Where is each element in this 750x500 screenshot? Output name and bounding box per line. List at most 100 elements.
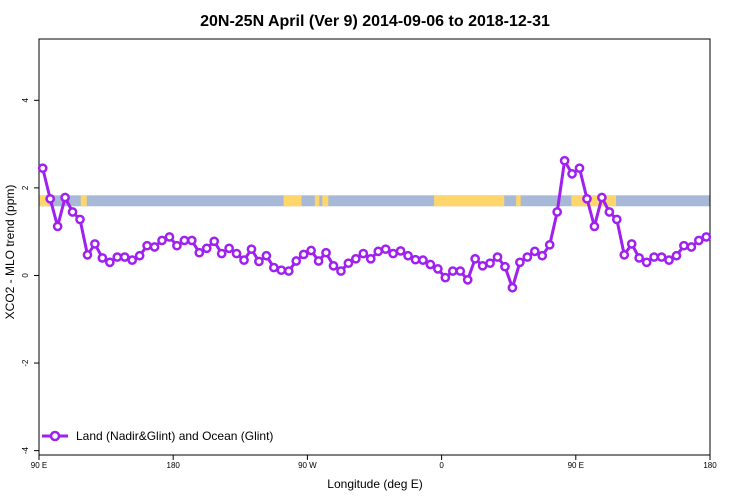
data-point xyxy=(470,253,480,264)
series-line xyxy=(41,159,707,290)
data-point xyxy=(157,235,167,246)
data-point xyxy=(179,235,190,246)
data-point xyxy=(395,246,406,256)
y-tick-label: 0 xyxy=(21,273,30,278)
data-point xyxy=(82,250,93,260)
legend-marker-swatch xyxy=(49,430,61,442)
ocean-band xyxy=(39,195,710,207)
data-point xyxy=(507,282,518,293)
land-segment-4 xyxy=(322,195,329,207)
data-point xyxy=(477,260,488,271)
data-point xyxy=(552,207,563,217)
data-point xyxy=(418,255,428,265)
data-point xyxy=(231,248,242,259)
data-point xyxy=(186,235,197,246)
data-point xyxy=(485,258,495,269)
data-point xyxy=(351,253,361,264)
data-point xyxy=(75,214,85,225)
data-point xyxy=(500,261,510,272)
y-tick-label: -2 xyxy=(21,359,30,367)
data-point xyxy=(194,247,205,258)
data-point xyxy=(276,265,287,276)
data-point xyxy=(373,246,384,257)
x-tick-label: 180 xyxy=(703,461,717,470)
data-point xyxy=(336,266,346,276)
data-point xyxy=(462,274,473,285)
legend-label: Land (Nadir&Glint) and Ocean (Glint) xyxy=(76,429,273,443)
data-point xyxy=(209,236,220,247)
data-point xyxy=(261,250,272,261)
data-point xyxy=(52,221,63,232)
data-point xyxy=(440,272,451,283)
data-point xyxy=(529,246,540,257)
x-axis: 90 E 180 90 W 0 90 E 180 xyxy=(31,455,717,470)
data-point xyxy=(403,250,413,261)
y-axis: -4 -2 0 2 4 xyxy=(21,98,39,455)
data-point xyxy=(492,252,503,262)
data-point xyxy=(37,163,48,174)
data-point xyxy=(127,255,138,265)
data-point xyxy=(224,243,234,254)
y-tick-label: 2 xyxy=(21,185,30,190)
land-segment-5 xyxy=(434,195,505,207)
data-point xyxy=(365,253,376,264)
data-point xyxy=(559,155,570,166)
data-point xyxy=(634,253,645,263)
data-point xyxy=(142,240,152,251)
plot-frame xyxy=(38,38,711,456)
data-point xyxy=(455,266,466,276)
data-point xyxy=(410,254,421,265)
data-point xyxy=(119,252,130,262)
data-point xyxy=(597,192,607,203)
y-tick-label: -4 xyxy=(21,447,30,455)
data-point xyxy=(112,252,123,262)
data-point xyxy=(447,266,458,276)
data-point xyxy=(433,264,443,274)
land-segment-0 xyxy=(39,195,50,207)
x-tick-label: 90 E xyxy=(31,461,47,470)
data-point xyxy=(269,262,279,273)
data-point xyxy=(283,266,294,276)
land-ocean-band xyxy=(39,195,710,207)
data-point xyxy=(254,256,264,267)
data-point xyxy=(544,239,555,250)
data-point xyxy=(104,257,115,268)
land-segment-6 xyxy=(516,195,521,207)
data-point xyxy=(567,169,577,179)
data-point xyxy=(537,250,548,261)
data-point xyxy=(291,256,302,266)
data-point xyxy=(425,259,436,270)
data-point xyxy=(149,242,160,252)
legend: Land (Nadir&Glint) and Ocean (Glint) xyxy=(42,429,273,443)
data-point xyxy=(172,240,182,251)
data-point xyxy=(515,257,525,268)
data-point xyxy=(671,250,682,261)
data-point xyxy=(358,248,369,259)
data-point xyxy=(656,252,667,262)
data-point xyxy=(574,163,585,174)
data-point xyxy=(679,240,689,251)
data-point xyxy=(60,192,70,203)
data-point xyxy=(216,248,227,259)
data-point xyxy=(343,258,354,269)
data-point xyxy=(686,242,697,252)
series-points xyxy=(37,155,712,293)
data-point xyxy=(619,250,630,260)
data-point xyxy=(582,193,592,204)
data-point xyxy=(97,253,108,263)
data-point xyxy=(298,249,309,260)
data-point xyxy=(522,252,533,262)
x-tick-label: 0 xyxy=(439,461,444,470)
y-tick-label: 4 xyxy=(21,98,30,103)
data-point xyxy=(45,193,56,204)
data-point xyxy=(328,260,339,271)
y-axis-label: XCO2 - MLO trend (ppm) xyxy=(3,185,17,320)
x-tick-label: 90 W xyxy=(298,461,317,470)
data-point xyxy=(134,250,145,261)
data-point xyxy=(313,256,324,266)
data-point xyxy=(306,245,316,256)
land-segment-1 xyxy=(80,195,87,207)
data-point xyxy=(239,255,249,265)
data-point xyxy=(626,239,637,249)
